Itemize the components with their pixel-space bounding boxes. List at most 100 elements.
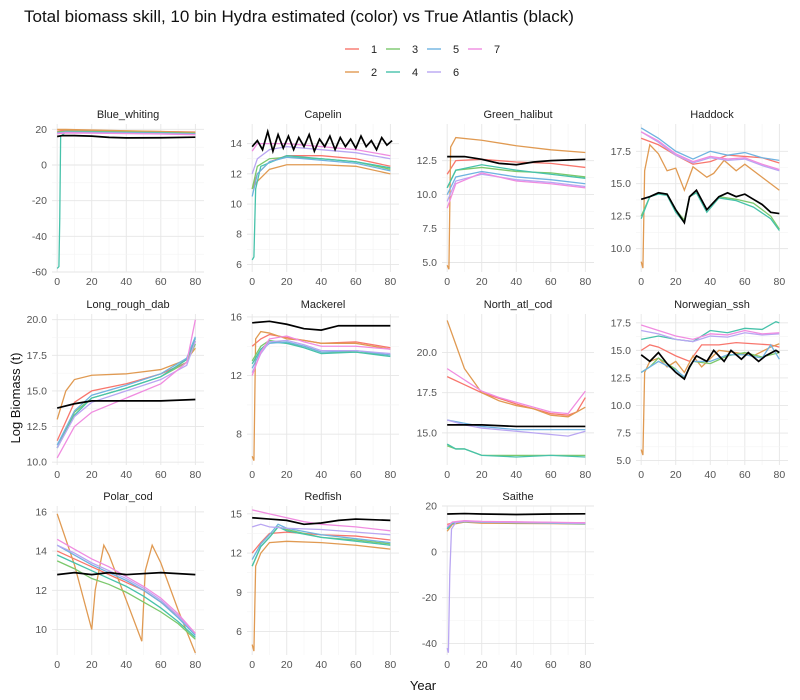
x-tick-label: 0 (638, 469, 644, 481)
panel-green-halibut: Green_halibut 0 20 40 60 80 12.5 10.0 7.5 5.0 (417, 109, 594, 288)
x-tick-label: 80 (385, 276, 397, 288)
x-tick-label: 60 (350, 276, 362, 288)
x-tick-label: 40 (704, 276, 716, 288)
series-line-4 (640, 191, 780, 231)
y-tick-label: 10.0 (611, 243, 632, 255)
legend-label-2: 2 (371, 67, 377, 79)
y-tick-label: 9 (236, 587, 242, 599)
y-tick-label: 8 (236, 429, 242, 441)
panel-polar-cod: Polar_cod 0 20 40 60 80 16 14 12 10 (35, 491, 204, 671)
x-tick-label: 0 (249, 659, 255, 671)
series-line-7 (446, 172, 586, 209)
series-line-4 (446, 443, 586, 458)
x-tick-label: 20 (476, 469, 488, 481)
x-tick-label: 60 (155, 469, 167, 481)
y-tick-label: 15.0 (27, 385, 48, 397)
series-line-1 (640, 342, 780, 363)
series-line-5 (251, 523, 391, 560)
series-line-5 (56, 544, 196, 636)
y-tick-label: 17.5 (611, 146, 632, 158)
x-tick-label: 0 (249, 469, 255, 481)
truth-line (640, 348, 780, 381)
panel-title-redfish: Redfish (304, 491, 341, 503)
y-tick-label: 15.0 (611, 345, 632, 357)
panel-title-mackerel: Mackerel (301, 299, 346, 311)
series-line-5 (640, 343, 780, 378)
y-tick-label: 17.5 (417, 387, 438, 399)
legend-label-5: 5 (453, 44, 459, 56)
x-tick-label: 40 (315, 469, 327, 481)
series-line-6 (446, 520, 586, 653)
x-tick-label: 40 (510, 276, 522, 288)
y-axis-label: Log Biomass (t) (8, 352, 23, 443)
y-tick-label: 0 (431, 546, 437, 558)
truth-line (447, 155, 586, 166)
y-tick-label: 15 (230, 508, 242, 520)
y-tick-label: 10 (230, 199, 242, 211)
y-tick-label: 20 (425, 501, 437, 513)
x-tick-label: 0 (444, 276, 450, 288)
x-tick-label: 20 (86, 469, 98, 481)
y-tick-label: 12.5 (611, 211, 632, 223)
legend: 1 2 3 4 5 6 7 (345, 44, 500, 79)
y-tick-label: 17.5 (611, 317, 632, 329)
y-tick-label: 16 (230, 311, 242, 323)
panel-title-green-halibut: Green_halibut (483, 109, 552, 121)
series-line-4 (251, 526, 391, 567)
y-tick-label: 15.0 (417, 427, 438, 439)
y-tick-label: 5.0 (422, 257, 437, 269)
x-tick-label: 0 (638, 276, 644, 288)
x-tick-label: 60 (739, 469, 751, 481)
y-tick-label: 7.5 (422, 223, 437, 235)
panel-saithe: Saithe 0 20 40 60 80 20 0 -20 -40 (422, 491, 594, 671)
series-line-6 (56, 544, 196, 634)
series-line-4 (641, 321, 780, 343)
x-tick-label: 40 (120, 276, 132, 288)
panel-title-norwegian-ssh: Norwegian_ssh (674, 299, 750, 311)
x-tick-label: 60 (545, 469, 557, 481)
x-tick-label: 20 (476, 659, 488, 671)
legend-label-1: 1 (371, 44, 377, 56)
x-tick-label: 20 (670, 469, 682, 481)
truth-line (640, 188, 780, 225)
y-tick-label: 12 (230, 168, 242, 180)
x-tick-label: 20 (476, 276, 488, 288)
y-tick-label: 14 (230, 138, 242, 150)
x-tick-label: 20 (86, 276, 98, 288)
x-tick-label: 60 (545, 276, 557, 288)
x-tick-label: 40 (120, 469, 132, 481)
x-tick-label: 60 (155, 276, 167, 288)
series-line-7 (446, 368, 586, 415)
x-tick-label: 20 (281, 469, 293, 481)
series-line-7 (252, 509, 391, 532)
x-tick-label: 80 (190, 276, 202, 288)
panel-redfish: Redfish 0 20 40 60 80 15 12 9 6 (230, 491, 399, 671)
y-tick-label: 0 (41, 160, 47, 172)
y-tick-label: -60 (32, 267, 47, 279)
series-line-1 (446, 158, 586, 175)
x-tick-label: 60 (545, 659, 557, 671)
y-tick-label: 10.0 (417, 189, 438, 201)
x-tick-label: 40 (510, 659, 522, 671)
y-tick-label: 12 (230, 548, 242, 560)
y-tick-label: 12 (35, 585, 47, 597)
x-tick-label: 80 (580, 659, 592, 671)
series-line-3 (56, 560, 196, 640)
legend-label-3: 3 (412, 44, 418, 56)
y-tick-label: 20 (35, 124, 47, 136)
truth-line (252, 516, 391, 526)
panel-title-long-rough-dab: Long_rough_dab (86, 299, 169, 311)
x-tick-label: 80 (190, 469, 202, 481)
series-line-5 (56, 336, 196, 446)
x-tick-label: 0 (54, 469, 60, 481)
y-tick-label: 10.0 (611, 400, 632, 412)
panel-blue-whiting: Blue_whiting 0 20 40 60 80 20 0 -20 -40 -60 (32, 109, 204, 288)
y-tick-label: -40 (32, 231, 47, 243)
y-tick-label: 16 (35, 506, 47, 518)
series-line-6 (641, 329, 780, 343)
truth-line (447, 423, 586, 428)
series-line-7 (57, 132, 196, 136)
legend-label-4: 4 (412, 67, 418, 79)
